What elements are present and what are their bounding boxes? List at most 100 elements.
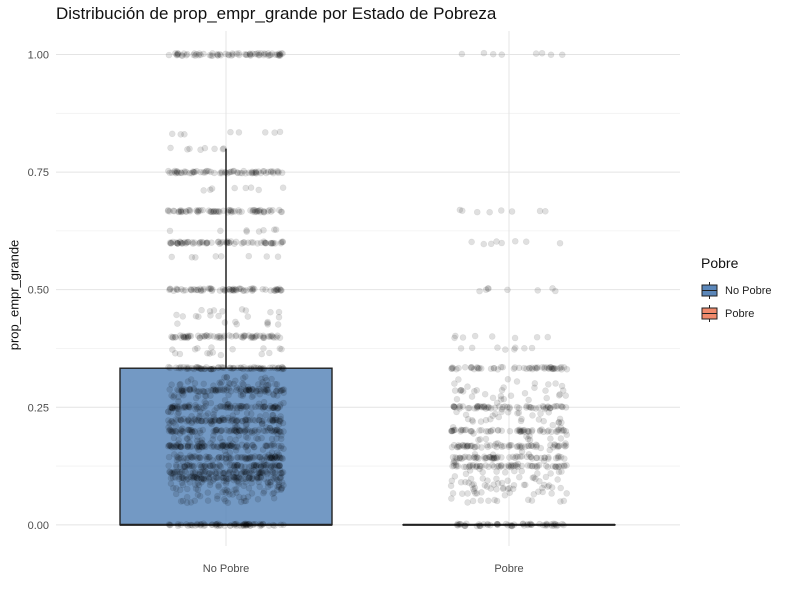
data-point (479, 475, 487, 482)
data-point (172, 422, 180, 430)
data-point (280, 389, 287, 397)
data-point (194, 475, 201, 482)
data-point (270, 287, 278, 294)
data-point (178, 386, 186, 393)
data-point (558, 51, 566, 59)
data-point (264, 318, 272, 326)
data-point (229, 470, 237, 477)
data-point (547, 470, 554, 477)
data-point (248, 169, 256, 177)
data-point (243, 387, 250, 394)
data-point (172, 490, 180, 498)
data-point (478, 444, 485, 451)
data-point (196, 388, 203, 395)
data-point (253, 50, 260, 57)
data-point (259, 405, 267, 412)
data-point (235, 474, 242, 481)
data-point (219, 416, 227, 424)
data-point (190, 286, 198, 293)
data-point (207, 208, 215, 215)
data-point (552, 380, 559, 387)
data-point (225, 442, 232, 450)
data-point (274, 253, 282, 261)
data-point (202, 402, 209, 410)
data-point (243, 365, 251, 372)
data-point (247, 364, 254, 372)
data-point (248, 479, 255, 487)
data-point (240, 332, 247, 339)
data-point (170, 287, 177, 295)
data-point (173, 285, 180, 293)
data-point (268, 404, 276, 412)
data-point (185, 416, 192, 424)
data-point (245, 416, 252, 424)
data-point (216, 332, 224, 340)
data-point (263, 376, 270, 384)
data-point (267, 463, 275, 470)
data-point (459, 388, 467, 395)
data-point (176, 238, 184, 246)
data-point (207, 312, 214, 319)
data-point (177, 363, 184, 371)
data-point (248, 470, 255, 477)
data-point (268, 453, 276, 461)
data-point (227, 522, 234, 529)
data-point (230, 473, 238, 481)
data-point (249, 441, 257, 449)
data-point (180, 50, 188, 57)
data-point (261, 403, 268, 411)
data-point (537, 410, 544, 417)
data-point (267, 454, 275, 462)
data-point (259, 168, 267, 175)
data-point (200, 332, 208, 340)
data-point (194, 286, 201, 293)
data-point (238, 169, 246, 177)
data-point (226, 491, 233, 498)
data-point (278, 479, 286, 486)
data-point (273, 454, 280, 462)
data-point (249, 334, 256, 341)
data-point (229, 50, 236, 57)
data-point (227, 287, 234, 294)
data-point (179, 481, 187, 489)
data-point (192, 286, 199, 294)
data-point (481, 455, 489, 462)
data-point (250, 363, 258, 371)
data-point (241, 521, 249, 528)
data-point (267, 333, 275, 340)
data-point (186, 385, 193, 393)
y-tick-label: 0.50 (28, 285, 49, 297)
data-point (213, 522, 220, 530)
data-point (212, 253, 220, 260)
data-point (181, 404, 188, 411)
data-point (184, 435, 191, 443)
data-point (504, 375, 512, 383)
data-point (197, 521, 205, 528)
data-point (167, 408, 175, 416)
data-point (453, 365, 460, 373)
data-point (260, 365, 268, 373)
data-point (237, 169, 244, 177)
data-point (188, 427, 195, 434)
data-point (254, 428, 261, 436)
data-point (190, 473, 198, 481)
data-point (280, 428, 287, 435)
data-point (178, 52, 185, 59)
data-point (254, 240, 261, 247)
data-point (226, 206, 233, 214)
data-point (458, 50, 466, 58)
data-point (529, 412, 536, 419)
x-tick-label: No Pobre (203, 563, 249, 575)
data-point (243, 403, 250, 411)
data-point (246, 416, 254, 424)
data-point (212, 387, 220, 395)
data-point (535, 488, 542, 496)
data-point (227, 404, 234, 411)
chart-title: Distribución de prop_empr_grande por Est… (56, 4, 497, 23)
data-point (240, 468, 247, 476)
data-point (179, 497, 187, 505)
data-point (204, 497, 212, 504)
data-point (189, 454, 196, 461)
data-point (255, 453, 262, 461)
data-point (189, 428, 196, 436)
